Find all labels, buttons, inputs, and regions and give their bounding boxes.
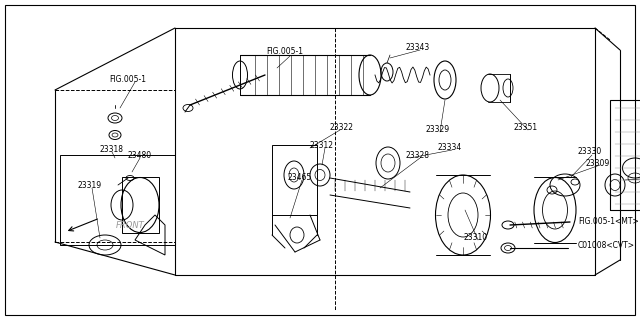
Text: 23351: 23351 [514, 124, 538, 132]
Bar [610, 100, 640, 210]
Text: FRONT: FRONT [116, 220, 145, 229]
Text: 23330: 23330 [578, 148, 602, 156]
Text: 23319: 23319 [78, 180, 102, 189]
Text: 23480: 23480 [128, 150, 152, 159]
Text: 23318: 23318 [100, 146, 124, 155]
Bar [60, 155, 175, 245]
Text: C01008<CVT>: C01008<CVT> [578, 241, 635, 250]
Text: 23322: 23322 [330, 124, 354, 132]
Text: 23343: 23343 [406, 43, 430, 52]
Text: 23312: 23312 [310, 140, 334, 149]
Text: FIG.005-1: FIG.005-1 [266, 47, 303, 57]
Bar [122, 177, 159, 233]
Text: 23328: 23328 [406, 150, 430, 159]
Text: FIG.005-1<MT>: FIG.005-1<MT> [578, 218, 639, 227]
Text: 23465: 23465 [288, 173, 312, 182]
Bar [272, 145, 317, 215]
Text: 23334: 23334 [438, 142, 462, 151]
Text: 23309: 23309 [586, 158, 610, 167]
Text: 23310: 23310 [464, 234, 488, 243]
Text: FIG.005-1: FIG.005-1 [109, 76, 147, 84]
Text: 23329: 23329 [426, 125, 450, 134]
